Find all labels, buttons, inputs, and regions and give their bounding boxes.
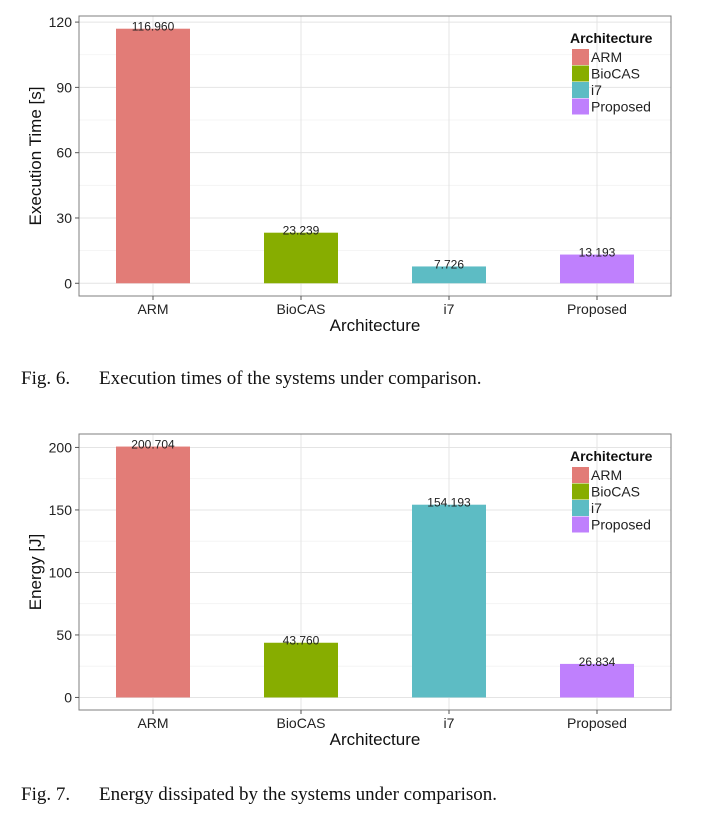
y-tick-label: 90 bbox=[56, 79, 72, 95]
data-label: 154.193 bbox=[427, 496, 471, 510]
y-tick-label: 0 bbox=[64, 689, 72, 705]
legend-label: Proposed bbox=[591, 517, 651, 533]
y-tick-label: 50 bbox=[56, 627, 72, 643]
legend-swatch-biocas bbox=[572, 483, 589, 500]
bar-proposed bbox=[560, 663, 634, 698]
legend-label: BioCAS bbox=[591, 66, 640, 82]
data-label: 116.960 bbox=[132, 20, 175, 34]
data-label: 43.760 bbox=[283, 634, 320, 648]
figure-execution-time: 116.960 23.239 7.726 13.193 0 30 60 90 120 ARM Bio… bbox=[0, 0, 728, 400]
x-axis-title: Architecture bbox=[330, 316, 421, 335]
legend-swatch-arm bbox=[572, 467, 589, 483]
x-tick-label: Proposed bbox=[567, 301, 627, 317]
caption-text: Energy dissipated by the systems under c… bbox=[99, 784, 498, 805]
legend-title: Architecture bbox=[570, 30, 653, 46]
y-axis-title: Execution Time [s] bbox=[26, 87, 45, 226]
x-tick-label: ARM bbox=[137, 715, 168, 731]
x-tick-label: Proposed bbox=[567, 715, 627, 731]
legend-label: Proposed bbox=[591, 99, 651, 115]
legend-swatch-arm bbox=[572, 49, 589, 65]
y-tick-label: 0 bbox=[64, 275, 72, 291]
figure-caption: Fig. 7. Energy dissipated by the systems … bbox=[21, 784, 497, 806]
y-tick-label: 60 bbox=[56, 145, 72, 161]
legend-label: ARM bbox=[591, 49, 622, 65]
bar-proposed bbox=[560, 254, 634, 284]
legend-label: ARM bbox=[591, 467, 622, 483]
legend-swatch-i7 bbox=[572, 82, 589, 98]
figure-energy: 200.704 43.760 154.193 26.834 0 50 100 150 200 AR… bbox=[0, 414, 728, 827]
bar-i7 bbox=[412, 266, 486, 284]
bar-arm bbox=[116, 28, 190, 284]
caption-text: Execution times of the systems under com… bbox=[99, 368, 482, 389]
x-axis-title: Architecture bbox=[330, 730, 421, 749]
x-tick-label: i7 bbox=[444, 715, 455, 731]
y-tick-label: 120 bbox=[49, 14, 73, 30]
data-label: 26.834 bbox=[579, 655, 616, 669]
energy-chart: 200.704 43.760 154.193 26.834 0 50 100 150 200 AR… bbox=[26, 433, 672, 749]
caption-number: Fig. 6. bbox=[21, 368, 71, 389]
y-axis-title: Energy [J] bbox=[26, 534, 45, 611]
x-tick-label: i7 bbox=[444, 301, 455, 317]
data-label: 7.726 bbox=[434, 257, 464, 271]
data-label: 23.239 bbox=[283, 224, 320, 238]
data-label: 13.193 bbox=[579, 246, 616, 260]
legend-swatch-biocas bbox=[572, 65, 589, 82]
bar-biocas bbox=[264, 232, 338, 284]
legend-title: Architecture bbox=[570, 448, 653, 464]
x-tick-label: BioCAS bbox=[276, 301, 325, 317]
bar-i7 bbox=[412, 504, 486, 698]
bar-arm bbox=[116, 446, 190, 698]
y-tick-label: 100 bbox=[49, 564, 73, 580]
x-tick-label: BioCAS bbox=[276, 715, 325, 731]
y-tick-label: 30 bbox=[56, 210, 72, 226]
legend-swatch-i7 bbox=[572, 500, 589, 516]
legend-swatch-proposed bbox=[572, 98, 589, 115]
y-tick-label: 150 bbox=[49, 502, 73, 518]
y-tick-label: 200 bbox=[49, 439, 73, 455]
legend-label: BioCAS bbox=[591, 484, 640, 500]
figure-caption: Fig. 6. Execution times of the systems un… bbox=[21, 368, 482, 390]
legend-label: i7 bbox=[591, 500, 602, 516]
bar-biocas bbox=[264, 642, 338, 698]
data-label: 200.704 bbox=[131, 438, 175, 452]
x-tick-label: ARM bbox=[137, 301, 168, 317]
caption-number: Fig. 7. bbox=[21, 784, 71, 805]
panel-border bbox=[78, 15, 672, 297]
legend-swatch-proposed bbox=[572, 516, 589, 533]
legend-label: i7 bbox=[591, 82, 602, 98]
